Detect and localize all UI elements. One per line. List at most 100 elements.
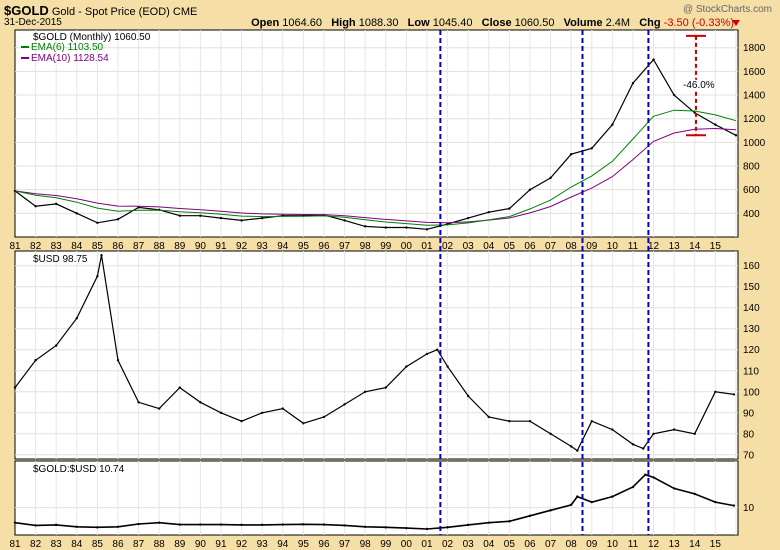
data-point-1-27: [528, 419, 532, 423]
x-tick-top-29: 10: [607, 241, 619, 252]
data-point-1-31: [590, 419, 593, 423]
high-value: 1088.30: [358, 17, 399, 29]
y-tick-0-1: 600: [743, 185, 760, 196]
panel-2: [14, 460, 739, 536]
data-point-0-29: [611, 123, 614, 126]
high-label: High: [331, 17, 356, 29]
data-point-2-26: [549, 509, 552, 512]
data-point-1-2: [54, 344, 58, 347]
x-tick-bottom-1: 82: [30, 539, 42, 550]
data-point-0-18: [384, 226, 387, 229]
data-point-1-3: [75, 317, 78, 320]
ema10-line: [14, 127, 736, 224]
x-tick-bottom-2: 83: [51, 539, 63, 550]
x-tick-bottom-19: 00: [401, 539, 413, 550]
data-point-2-9: [199, 523, 202, 526]
data-point-2-4: [96, 526, 99, 529]
x-tick-bottom-18: 99: [380, 539, 392, 550]
x-tick-bottom-33: 14: [689, 539, 701, 550]
x-tick-bottom-22: 03: [463, 539, 475, 550]
legend-label-1: EMA(10) 1128.54: [31, 53, 109, 64]
data-point-1-35: [652, 432, 655, 435]
data-point-2-5: [116, 525, 120, 528]
x-tick-top-30: 11: [628, 241, 639, 252]
data-point-2-27: [569, 503, 573, 507]
ohlc-bar: Open 1064.60 High 1088.30 Low 1045.40 Cl…: [251, 17, 734, 29]
x-tick-bottom-16: 97: [339, 539, 351, 550]
data-point-2-37: [732, 504, 736, 507]
y-tick-0-3: 1000: [743, 138, 766, 149]
data-point-1-24: [466, 394, 470, 398]
data-point-0-25: [528, 188, 532, 191]
y-tick-1-2: 90: [743, 408, 755, 419]
data-point-1-11: [219, 411, 223, 414]
series-line-2: [14, 473, 735, 530]
data-point-1-23: [446, 365, 449, 368]
data-point-2-22: [466, 523, 470, 527]
x-tick-top-0: 81: [9, 241, 21, 252]
data-point-1-18: [363, 390, 367, 393]
x-tick-top-15: 96: [318, 241, 330, 252]
data-point-2-33: [652, 476, 655, 479]
x-tick-top-24: 05: [504, 241, 516, 252]
x-tick-bottom-0: 81: [9, 539, 21, 550]
x-tick-top-7: 88: [154, 241, 166, 252]
data-point-0-35: [734, 134, 738, 137]
series-line-1: [14, 255, 734, 452]
y-tick-1-9: 160: [743, 261, 760, 272]
open-value: 1064.60: [282, 17, 323, 29]
x-tick-top-31: 12: [648, 241, 660, 252]
data-point-1-15: [302, 422, 305, 425]
chg-label: Chg: [639, 17, 661, 29]
data-point-0-8: [178, 214, 181, 217]
data-point-1-8: [157, 407, 161, 410]
data-point-2-34: [672, 487, 676, 490]
x-tick-bottom-28: 09: [586, 539, 598, 550]
x-tick-top-18: 99: [380, 241, 392, 252]
data-point-2-29: [590, 500, 593, 504]
data-point-0-20: [425, 228, 429, 231]
x-tick-bottom-12: 93: [257, 539, 269, 550]
data-point-0-6: [137, 206, 140, 209]
x-tick-bottom-10: 91: [215, 539, 227, 550]
data-point-0-11: [240, 219, 243, 222]
data-point-1-13: [260, 411, 264, 414]
data-point-0-4: [96, 221, 99, 225]
data-point-2-2: [54, 523, 58, 527]
open-label: Open: [251, 17, 280, 29]
x-tick-top-5: 86: [112, 241, 124, 252]
x-tick-top-16: 97: [339, 241, 351, 252]
y-tick-0-6: 1600: [743, 67, 766, 78]
data-point-0-22: [466, 216, 470, 220]
close-label: Close: [481, 17, 512, 29]
y-tick-0-4: 1200: [743, 114, 766, 125]
x-tick-top-1: 82: [30, 241, 42, 252]
data-point-0-10: [219, 216, 223, 220]
data-point-1-9: [178, 386, 181, 389]
data-point-1-5: [100, 254, 103, 257]
x-tick-top-22: 03: [463, 241, 475, 252]
data-point-1-34: [642, 447, 645, 450]
volume-label: Volume: [563, 17, 603, 29]
data-point-2-12: [260, 523, 264, 527]
data-point-2-10: [219, 523, 223, 526]
data-point-2-19: [405, 526, 408, 530]
data-point-0-16: [343, 219, 346, 222]
data-point-0-27: [569, 153, 573, 156]
annotation-label: -46.0%: [683, 80, 715, 91]
panel-title-ratio: $GOLD:$USD 10.74: [33, 464, 125, 475]
data-point-0-12: [260, 216, 264, 220]
data-point-1-25: [487, 415, 490, 419]
data-point-0-5: [116, 218, 120, 221]
low-value: 1045.40: [432, 17, 473, 29]
data-point-2-20: [425, 527, 429, 531]
series-line-0: [14, 58, 737, 230]
x-tick-bottom-30: 11: [628, 539, 639, 550]
data-point-1-20: [405, 365, 408, 368]
x-tick-bottom-23: 04: [483, 539, 495, 550]
data-point-2-28: [576, 495, 579, 498]
panel-title-usd: $USD 98.75: [33, 254, 88, 265]
data-point-1-6: [116, 359, 120, 362]
data-point-1-38: [714, 390, 717, 393]
data-point-1-17: [343, 403, 346, 406]
